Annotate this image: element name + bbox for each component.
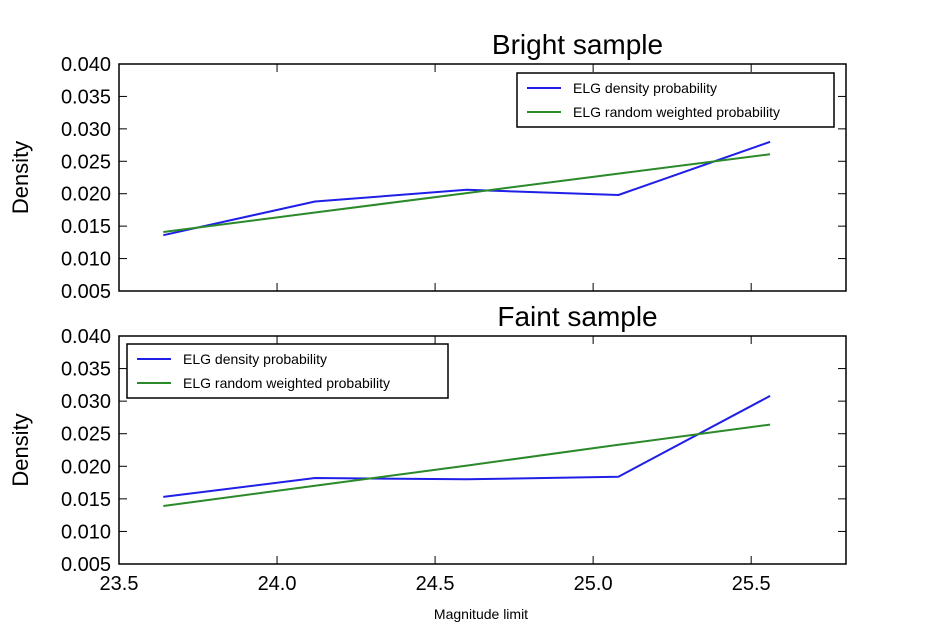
panel-0-ytick-label: 0.005: [61, 281, 111, 303]
panel-0-legend-label-0: ELG density probability: [573, 80, 717, 96]
panel-1-plot-frame: [118, 335, 847, 565]
panel-1-ytick-label: 0.025: [61, 424, 111, 446]
panel-1-ytick-label: 0.010: [61, 521, 111, 543]
panel-0-legend-label-1: ELG random weighted probability: [573, 104, 780, 120]
panel-1-xtick-label: 25.5: [732, 573, 771, 595]
panel-0-legend-box: [516, 72, 835, 128]
panel-0-series-1-line: [163, 153, 771, 233]
panel-1-xtick-label: 24.0: [258, 573, 297, 595]
panel-1-ytick-label: 0.015: [61, 489, 111, 511]
panel-0-ytick-label: 0.030: [61, 119, 111, 141]
panel-1-legend-label-1: ELG random weighted probability: [183, 375, 390, 391]
faint-sample-panel: Faint sample Density 0.005 0.010 0.015 0.020 0…: [8, 301, 847, 595]
x-axis-label: Magnitude limit: [434, 606, 528, 622]
panel-1-xtick-label: 23.5: [100, 573, 139, 595]
panel-0-ytick-label: 0.035: [61, 86, 111, 108]
panel-0-title: Bright sample: [492, 29, 663, 60]
panel-0-series-0-line: [163, 140, 771, 237]
panel-0-ytick-label: 0.015: [61, 216, 111, 238]
panel-0-ytick-label: 0.040: [61, 54, 111, 76]
panel-1-series-0-line: [163, 395, 771, 498]
panel-1-y-axis-label: Density: [8, 413, 33, 486]
panel-1-ytick-label: 0.020: [61, 456, 111, 478]
panel-1-legend-box: [126, 343, 449, 399]
panel-1-xtick-label: 25.0: [574, 573, 613, 595]
panel-1-ytick-label: 0.035: [61, 359, 111, 381]
panel-0-plot-frame: [118, 63, 847, 292]
panel-1-series-1-line: [163, 423, 771, 507]
panel-0-ytick-label: 0.025: [61, 151, 111, 173]
panel-1-ytick-label: 0.040: [61, 326, 111, 348]
panel-1-ytick-label: 0.030: [61, 391, 111, 413]
panel-0-ytick-label: 0.020: [61, 184, 111, 206]
panel-0-y-axis-label: Density: [8, 141, 33, 214]
panel-1-title: Faint sample: [497, 301, 657, 332]
panel-1-legend-label-0: ELG density probability: [183, 351, 327, 367]
panel-1-xtick-label: 24.5: [416, 573, 455, 595]
panel-1-ytick-label: 0.005: [61, 554, 111, 576]
bright-sample-panel: Bright sample Density 0.005 0.010 0.015 0.020…: [8, 29, 847, 303]
panel-0-ytick-label: 0.010: [61, 249, 111, 271]
